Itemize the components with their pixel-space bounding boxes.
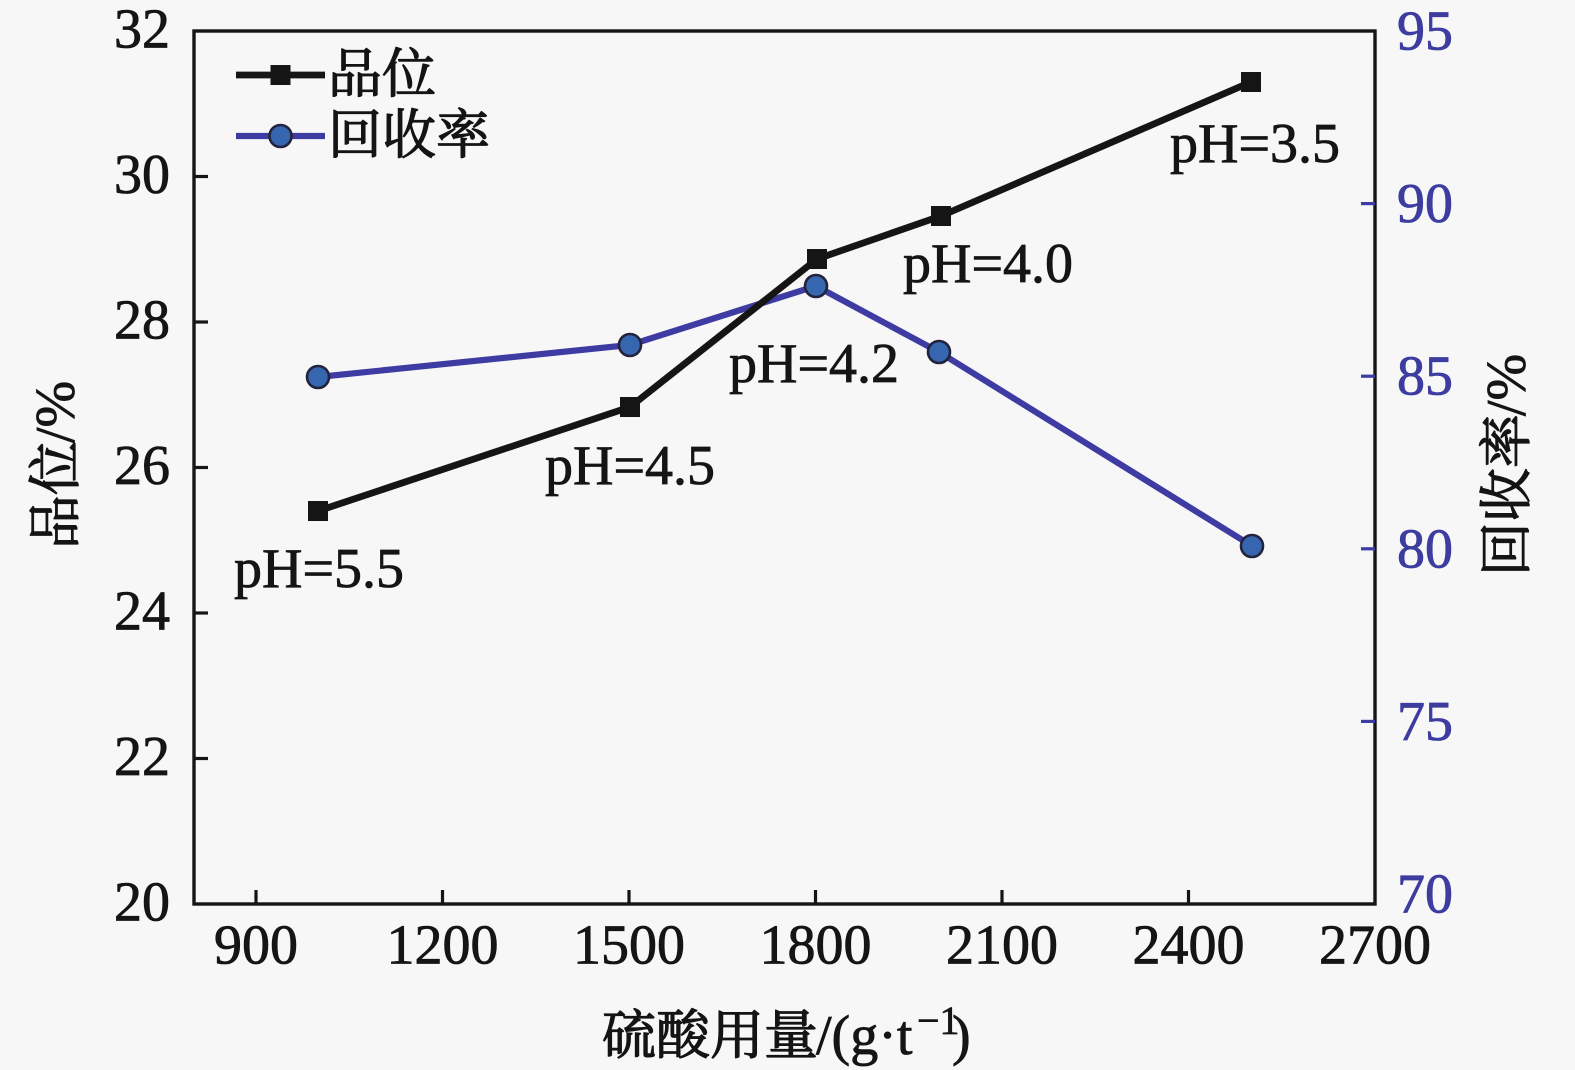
svg-text:1800: 1800 (760, 915, 872, 977)
svg-text:28: 28 (114, 290, 170, 352)
svg-text:80: 80 (1397, 518, 1453, 580)
svg-text:2100: 2100 (946, 915, 1058, 977)
svg-text:70: 70 (1397, 864, 1453, 926)
svg-text:): ) (952, 1005, 971, 1067)
svg-text:85: 85 (1397, 346, 1453, 408)
svg-text:26: 26 (114, 435, 170, 497)
svg-text:90: 90 (1397, 173, 1453, 235)
svg-text:2400: 2400 (1133, 915, 1245, 977)
svg-text:pH=3.5: pH=3.5 (1170, 113, 1340, 175)
svg-text:2700: 2700 (1319, 915, 1431, 977)
svg-text:−1: −1 (917, 998, 960, 1043)
svg-text:1200: 1200 (387, 915, 499, 977)
svg-text:pH=4.0: pH=4.0 (903, 233, 1073, 295)
svg-text:pH=4.2: pH=4.2 (729, 333, 899, 395)
svg-text:pH=4.5: pH=4.5 (545, 435, 715, 497)
svg-text:24: 24 (114, 581, 170, 643)
svg-text:900: 900 (214, 915, 298, 977)
svg-text:75: 75 (1397, 691, 1453, 753)
svg-text:22: 22 (114, 726, 170, 788)
svg-text:pH=5.5: pH=5.5 (234, 538, 404, 600)
svg-text:/%: /% (25, 381, 87, 443)
svg-text:20: 20 (114, 872, 170, 934)
svg-text:32: 32 (114, 0, 170, 61)
svg-text:/%: /% (1476, 354, 1538, 416)
svg-text:30: 30 (114, 144, 170, 206)
svg-text:/(g·t: /(g·t (816, 1005, 913, 1067)
svg-text:1500: 1500 (573, 915, 685, 977)
svg-text:95: 95 (1397, 1, 1453, 63)
